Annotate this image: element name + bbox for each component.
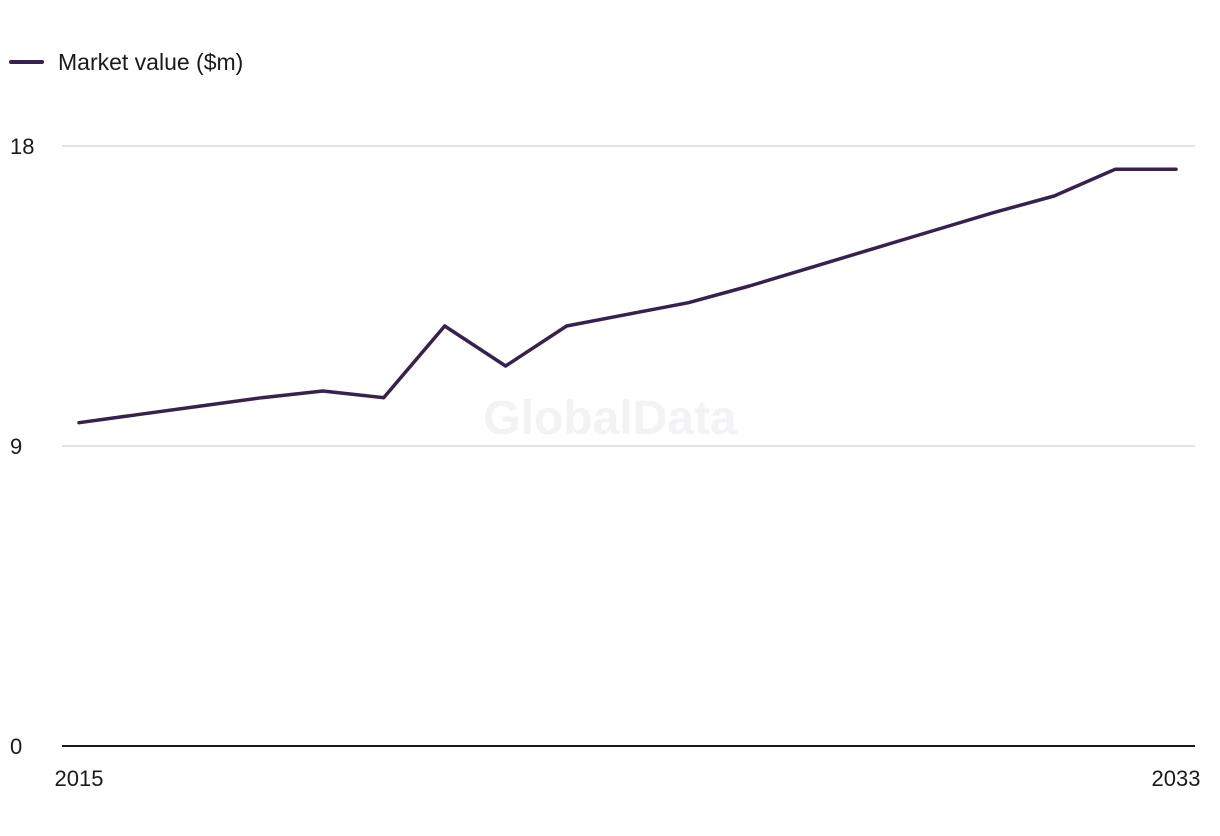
- y-axis-ticks: 0 9 18: [10, 134, 34, 759]
- legend: Market value ($m): [9, 49, 243, 75]
- y-tick-label: 9: [10, 434, 22, 459]
- series-group: [77, 167, 1178, 425]
- y-tick-label: 18: [10, 134, 34, 159]
- gridlines: [62, 145, 1195, 447]
- watermark-logo: GlobalData: [483, 392, 737, 445]
- x-tick-label: 2015: [55, 766, 104, 791]
- legend-label: Market value ($m): [58, 49, 243, 75]
- y-tick-label: 0: [10, 734, 22, 759]
- x-axis-ticks: 2015 2033: [55, 766, 1201, 791]
- series-line: [77, 167, 1178, 425]
- x-tick-label: 2033: [1152, 766, 1201, 791]
